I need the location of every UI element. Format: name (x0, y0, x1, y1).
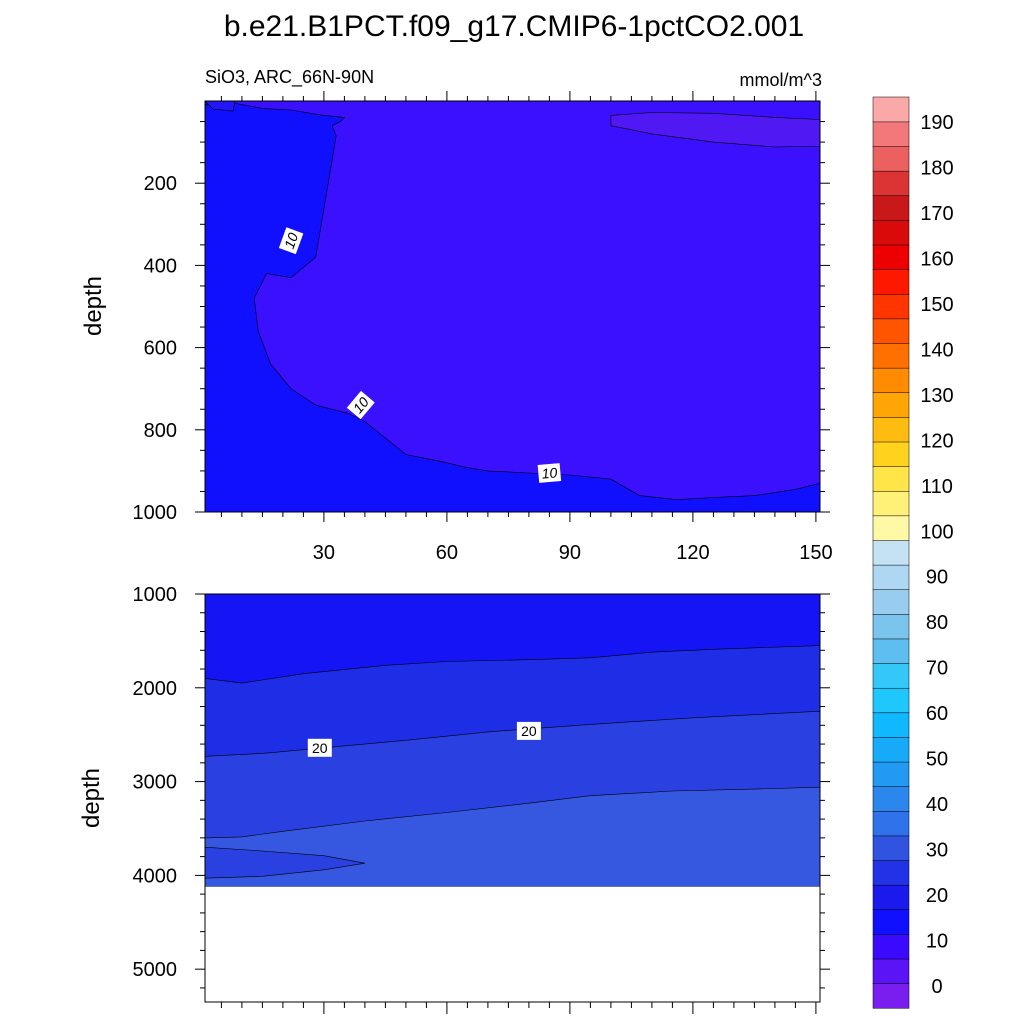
lower-y-tick-label: 5000 (133, 959, 178, 981)
colorbar-label: 70 (926, 658, 948, 680)
colorbar-swatch (872, 638, 910, 664)
colorbar-swatch (872, 244, 910, 270)
colorbar-label: 170 (920, 203, 953, 225)
lower-y-tick-label: 1000 (133, 584, 178, 606)
lower-contour-label: 20 (312, 740, 328, 756)
colorbar-label: 160 (920, 248, 953, 270)
colorbar-label: 10 (926, 931, 948, 953)
subtitle-right: mmol/m^3 (740, 70, 822, 90)
chart-title: b.e21.B1PCT.f09_g17.CMIP6-1pctCO2.001 (224, 10, 804, 43)
lower-panel: 20 20 1000 2000 3000 4000 5000 depth (78, 584, 830, 1014)
colorbar-swatch (872, 933, 910, 960)
colorbar-swatch (872, 860, 910, 886)
colorbar-label: 180 (920, 158, 953, 180)
colorbar-label: 20 (926, 885, 948, 907)
colorbar-swatch (872, 416, 910, 443)
upper-x-tick-label: 120 (676, 542, 709, 564)
colorbar-swatch (872, 835, 910, 861)
colorbar-swatch (872, 293, 910, 320)
colorbar-swatch (872, 367, 910, 394)
colorbar-swatch (872, 392, 910, 418)
upper-contour-label: 10 (281, 230, 301, 250)
colorbar-swatch (872, 761, 910, 787)
colorbar-swatch (872, 884, 910, 911)
lower-panel-frame (204, 593, 821, 1003)
colorbar-swatch (872, 342, 910, 369)
colorbar-swatch (872, 786, 910, 812)
colorbar-label: 150 (920, 294, 953, 316)
upper-x-tick-label: 60 (436, 542, 458, 564)
colorbar-swatch (872, 712, 910, 738)
upper-y-axis-label: depth (80, 276, 107, 336)
lower-contour-label: 20 (521, 723, 537, 739)
colorbar-label: 90 (926, 567, 948, 589)
colorbar-label: 190 (920, 112, 953, 134)
upper-y-tick-label: 600 (144, 338, 177, 360)
lower-y-axis-label: depth (78, 768, 105, 828)
upper-y-tick-label: 400 (144, 255, 177, 277)
colorbar-swatch (872, 958, 910, 984)
colorbar-swatch (872, 269, 910, 295)
colorbar: 1901801701601501401301201101009080706050… (872, 96, 954, 1009)
colorbar-swatch (872, 515, 910, 541)
colorbar-swatch (872, 96, 910, 123)
colorbar-swatch (872, 564, 910, 590)
colorbar-label: 110 (921, 476, 953, 498)
colorbar-swatch (872, 466, 910, 492)
colorbar-swatch (872, 170, 910, 197)
colorbar-swatch (872, 121, 910, 147)
colorbar-swatch (872, 909, 910, 935)
colorbar-swatch (872, 539, 910, 566)
upper-x-tick-label: 150 (799, 542, 832, 564)
colorbar-swatch (872, 589, 910, 615)
colorbar-label: 100 (920, 521, 953, 543)
colorbar-swatch (872, 145, 910, 172)
subtitle-left: SiO3, ARC_66N-90N (205, 67, 374, 88)
colorbar-swatch (872, 687, 910, 714)
upper-x-tick-label: 90 (559, 542, 581, 564)
upper-y-tick-label: 200 (144, 173, 177, 195)
upper-contour-label-box (278, 227, 304, 255)
upper-y-tick-label: 800 (144, 420, 177, 442)
colorbar-swatch (872, 613, 910, 640)
lower-contour-label-box (307, 738, 332, 757)
upper-x-tick-label: 30 (313, 542, 335, 564)
colorbar-swatch (872, 983, 910, 1009)
colorbar-swatch (872, 318, 910, 344)
colorbar-swatch (872, 441, 910, 467)
colorbar-label: 50 (926, 749, 948, 771)
colorbar-swatch (872, 736, 910, 763)
upper-contour-label-box (346, 390, 375, 420)
colorbar-swatch (872, 219, 910, 246)
lower-missing-region (205, 886, 820, 1002)
upper-contour-label-box (537, 463, 562, 483)
colorbar-label: 40 (926, 794, 948, 816)
colorbar-swatch (872, 810, 910, 837)
colorbar-label: 30 (926, 840, 948, 862)
colorbar-label: 60 (926, 703, 948, 725)
colorbar-swatch (872, 195, 910, 221)
colorbar-label: 0 (931, 976, 942, 998)
colorbar-label: 130 (920, 385, 953, 407)
lower-contour-label-box (516, 721, 541, 740)
colorbar-swatch (872, 663, 910, 689)
colorbar-label: 140 (920, 339, 953, 361)
colorbar-label: 80 (926, 612, 948, 634)
lower-bottom-wedge (204, 846, 365, 879)
upper-y-tick-label: 1000 (133, 502, 178, 524)
lower-y-tick-label: 4000 (133, 865, 178, 887)
lower-y-tick-label: 2000 (133, 678, 178, 700)
lower-y-tick-label: 3000 (133, 772, 178, 794)
upper-contour-label: 10 (541, 464, 558, 481)
colorbar-swatch (872, 490, 910, 517)
colorbar-label: 120 (920, 430, 953, 452)
